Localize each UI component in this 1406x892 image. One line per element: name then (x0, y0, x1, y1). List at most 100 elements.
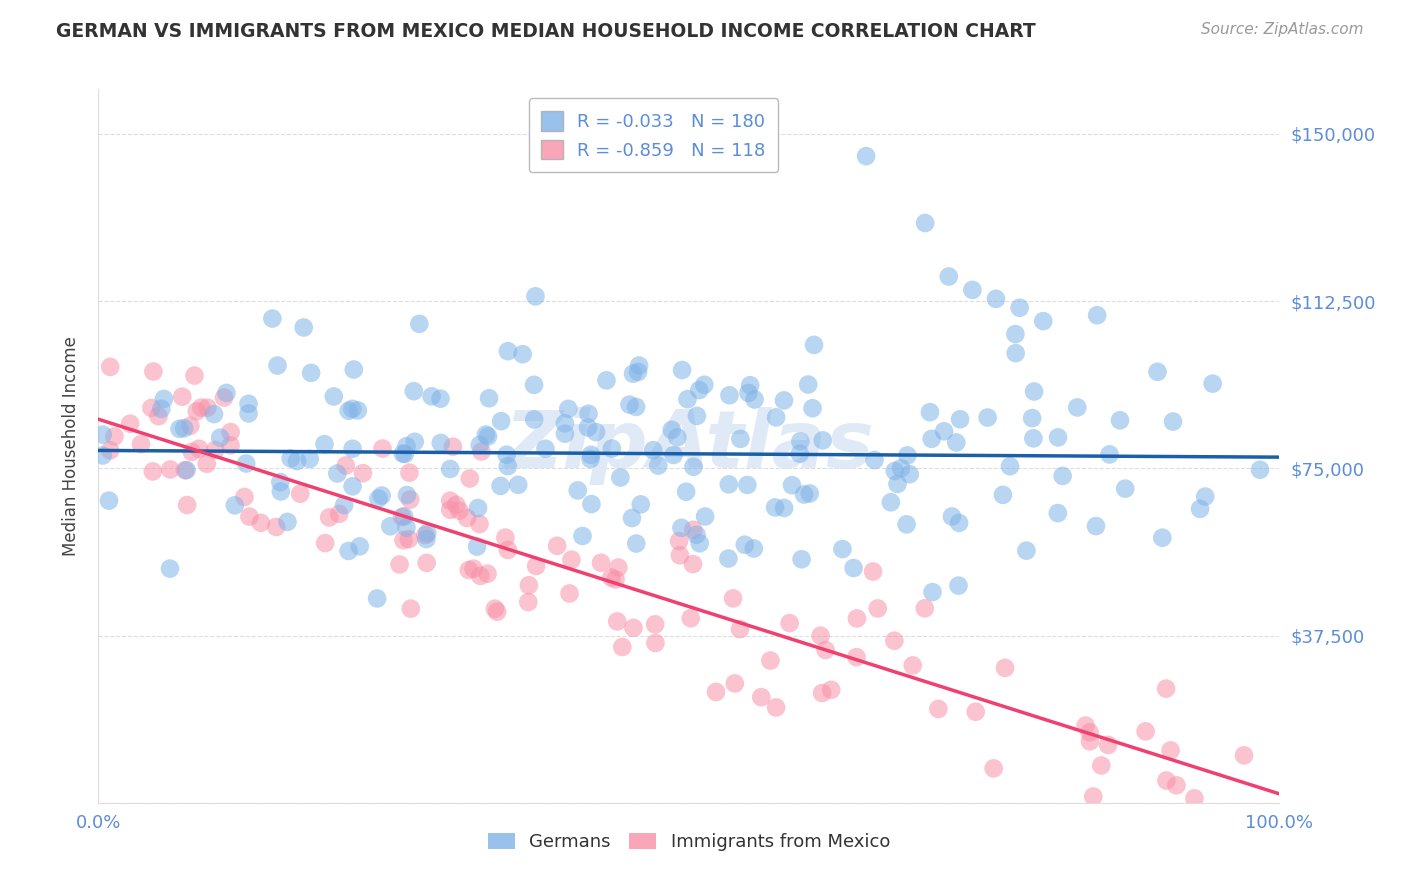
Point (609, 470, 631, 484)
Point (797, 377, 820, 392)
Point (578, 407, 600, 421)
Point (704, 685, 727, 699)
Point (845, 611, 868, 625)
Point (486, 605, 509, 619)
Point (661, 423, 683, 437)
Point (1156, 773, 1178, 788)
Point (1098, 447, 1121, 461)
Point (266, 359, 288, 373)
Point (962, 283, 984, 297)
Point (439, 503, 461, 517)
Point (202, 407, 225, 421)
Point (337, 404, 360, 418)
Point (718, 388, 741, 402)
Point (328, 507, 350, 521)
Point (624, 400, 647, 414)
Point (352, 466, 374, 480)
Point (176, 463, 198, 477)
Point (991, 488, 1014, 502)
Point (1249, 463, 1271, 477)
Point (799, 486, 821, 500)
Point (402, 384, 425, 399)
Point (429, 392, 451, 406)
Point (1047, 430, 1070, 444)
Point (688, 383, 710, 397)
Point (470, 569, 492, 583)
Point (1135, 724, 1157, 739)
Point (759, 654, 782, 668)
Point (1008, 301, 1031, 315)
Point (1004, 346, 1026, 360)
Point (523, 377, 546, 392)
Point (1078, 725, 1101, 739)
Point (392, 447, 415, 461)
Point (534, 442, 557, 456)
Point (219, 425, 242, 439)
Legend: Germans, Immigrants from Mexico: Germans, Immigrants from Mexico (481, 825, 897, 858)
Point (576, 420, 599, 434)
Point (779, 616, 801, 631)
Point (1189, 501, 1212, 516)
Point (1085, 308, 1108, 322)
Point (862, 565, 884, 579)
Point (292, 320, 315, 334)
Point (489, 414, 512, 428)
Point (172, 390, 194, 404)
Point (342, 479, 364, 493)
Point (415, 556, 437, 570)
Point (478, 391, 501, 405)
Point (456, 511, 478, 525)
Point (180, 445, 202, 459)
Point (914, 601, 936, 615)
Point (554, 417, 576, 431)
Point (153, 392, 176, 406)
Point (298, 451, 321, 466)
Point (484, 601, 506, 615)
Point (1097, 738, 1119, 752)
Point (250, 516, 273, 530)
Point (686, 409, 709, 423)
Point (398, 532, 420, 546)
Point (1032, 314, 1054, 328)
Point (994, 661, 1017, 675)
Point (270, 484, 292, 499)
Point (446, 498, 468, 512)
Text: Source: ZipAtlas.com: Source: ZipAtlas.com (1201, 22, 1364, 37)
Point (280, 451, 302, 466)
Point (668, 534, 690, 549)
Point (579, 448, 602, 462)
Point (489, 479, 512, 493)
Point (148, 409, 170, 424)
Point (571, 529, 593, 543)
Point (318, 510, 340, 524)
Point (803, 338, 825, 352)
Point (728, 622, 751, 636)
Point (197, 401, 219, 415)
Point (682, 523, 704, 537)
Point (395, 520, 418, 534)
Point (773, 393, 796, 408)
Point (883, 464, 905, 478)
Point (395, 488, 418, 502)
Point (669, 548, 692, 562)
Point (439, 493, 461, 508)
Point (524, 289, 547, 303)
Point (984, 292, 1007, 306)
Point (737, 385, 759, 400)
Point (314, 437, 336, 451)
Point (380, 519, 402, 533)
Point (623, 621, 645, 635)
Point (209, 431, 232, 445)
Point (343, 362, 366, 376)
Point (693, 377, 716, 392)
Point (1052, 469, 1074, 483)
Point (606, 615, 628, 629)
Point (142, 465, 165, 479)
Point (647, 458, 669, 473)
Point (612, 640, 634, 654)
Point (517, 578, 540, 592)
Point (581, 497, 603, 511)
Point (1083, 789, 1105, 804)
Point (801, 401, 824, 416)
Point (744, 392, 766, 407)
